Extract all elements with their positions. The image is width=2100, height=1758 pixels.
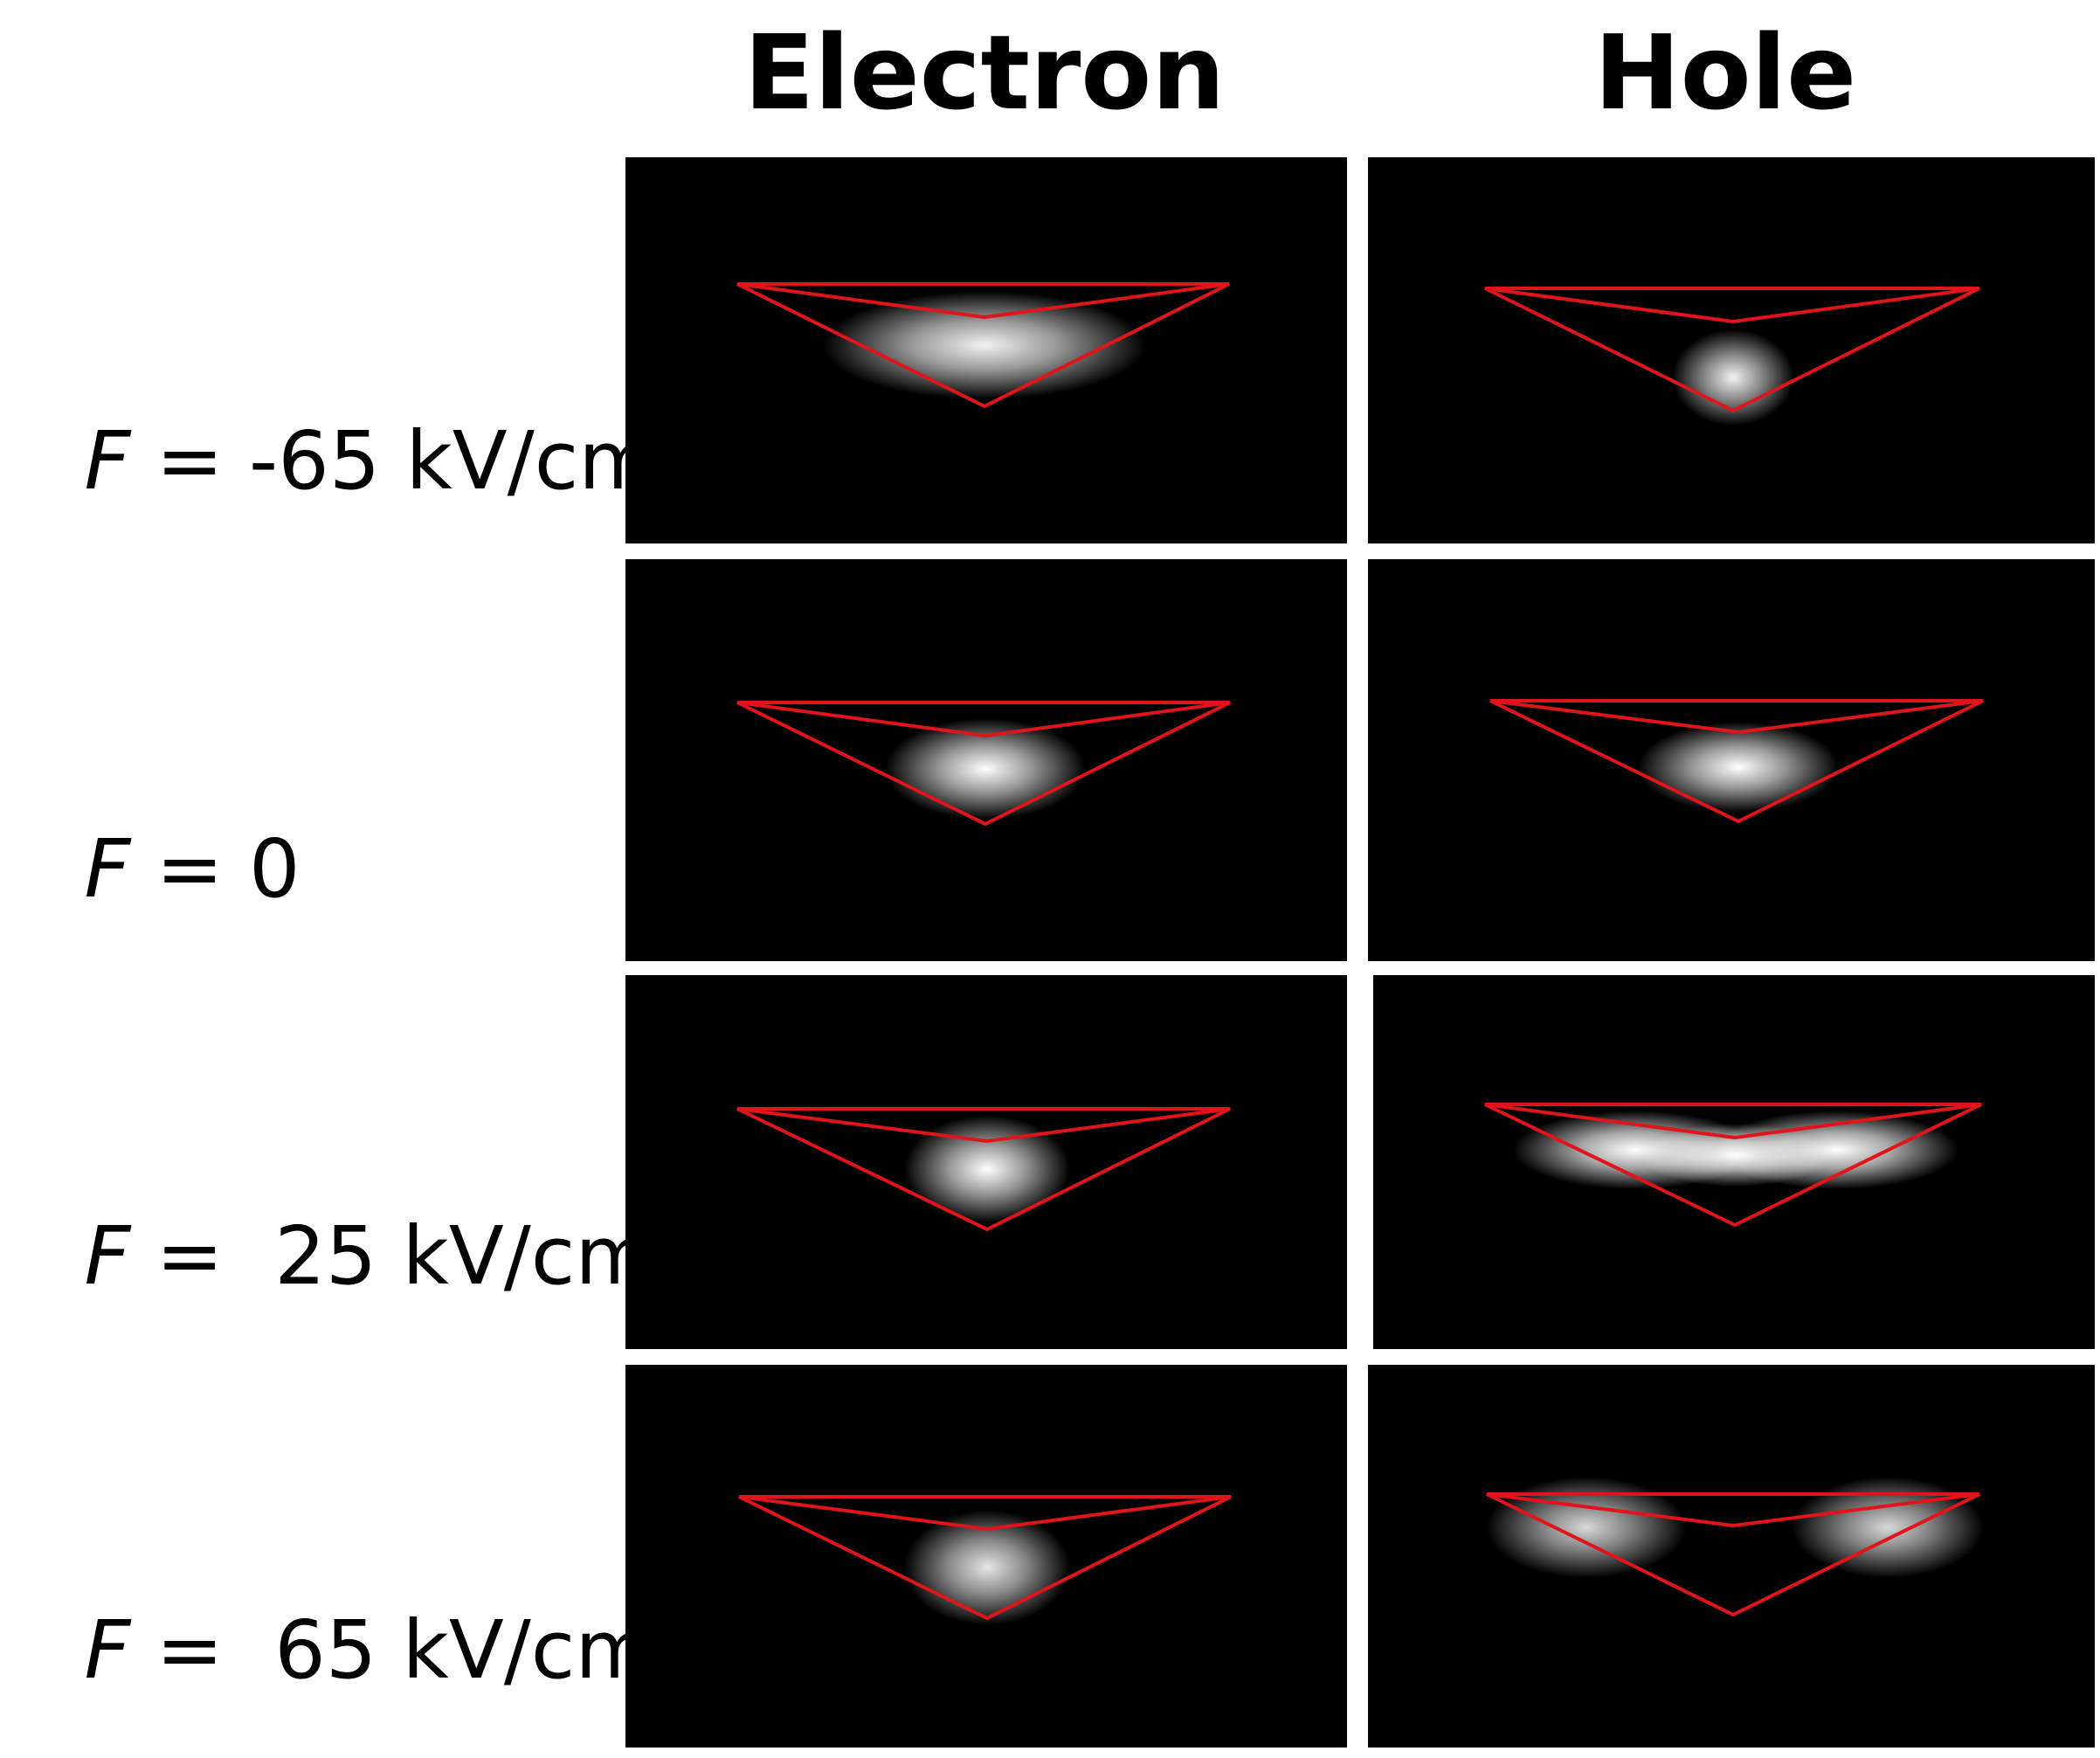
quantum-dot-outline-top [738,1495,1232,1532]
quantum-dot-outline-top [1489,699,1984,735]
quantum-dot-outline [1489,699,1984,824]
row-label-4: F = 65 kV/cm [33,1493,653,1697]
charge-density-glow [1638,722,1839,813]
quantum-dot-outline [736,1107,1231,1232]
field-value: = -65 kV/cm [130,414,657,508]
panel-hole-row-2 [1368,559,2095,961]
quantum-dot-outline [736,701,1231,827]
field-value: = 65 kV/cm [130,1603,653,1697]
panel-electron-row-4 [625,1365,1347,1748]
field-value: = 0 [130,822,300,916]
quantum-dot-outline [736,282,1230,409]
row-label-1: F = -65 kV/cm [33,304,657,508]
panel-hole-row-4 [1368,1365,2095,1748]
field-variable: F [84,1209,131,1303]
column-header-hole: Hole [1593,12,1857,133]
charge-density-glow [1672,329,1794,426]
quantum-dot-outline-top [1486,1492,1980,1528]
charge-density-glow [1513,1111,1958,1189]
row-label-2: F = 0 [33,712,610,916]
column-header-electron: Electron [743,12,1226,133]
quantum-dot-outline-top [1484,287,1980,324]
field-variable: F [84,1603,131,1697]
field-variable: F [84,414,131,508]
charge-density-glow [823,291,1146,399]
quantum-dot-outline [1484,287,1980,413]
quantum-dot-outline-top [1484,1103,1982,1140]
panel-hole-row-1 [1368,157,2095,543]
quantum-dot-outline [738,1495,1232,1621]
panel-electron-row-3 [625,975,1347,1349]
charge-density-glow [904,1510,1070,1625]
quantum-dot-outline-top [736,282,1230,320]
panel-electron-row-1 [625,157,1347,543]
row-label-3: F = 25 kV/cm [33,1099,653,1303]
charge-density-glow [904,1115,1070,1223]
field-variable: F [84,822,131,916]
field-value: = 25 kV/cm [130,1209,653,1303]
panel-hole-row-3 [1373,975,2095,1349]
quantum-dot-outline-top [736,701,1231,738]
charge-density-glow [885,718,1086,820]
panel-electron-row-2 [625,559,1347,961]
quantum-dot-outline-top [736,1107,1231,1144]
quantum-dot-outline [1484,1103,1982,1228]
quantum-dot-outline [1486,1492,1980,1617]
